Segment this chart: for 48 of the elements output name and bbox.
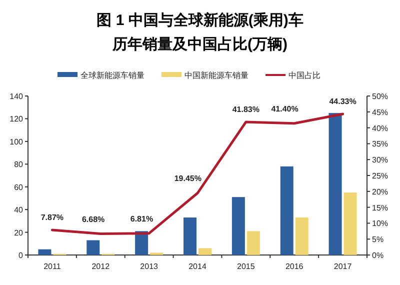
x-tick-label: 2012 [92, 262, 110, 271]
y2-tick-label: 40% [372, 124, 388, 133]
y2-tick-label: 25% [372, 172, 388, 180]
y2-tick-label: 10% [372, 219, 388, 228]
data-label: 44.33% [329, 97, 356, 106]
bar [280, 166, 294, 255]
legend-label: 中国占比 [288, 71, 320, 80]
x-tick-label: 2017 [334, 262, 352, 271]
legend-label: 全球新能源车销量 [80, 71, 144, 80]
chart-title: 图 1 中国与全球新能源(乘用)车 [96, 11, 304, 29]
y-tick-label: 100 [10, 137, 24, 146]
legend-label: 中国新能源车销量 [184, 71, 248, 80]
bar [198, 248, 212, 255]
y2-tick-label: 35% [372, 140, 388, 149]
y2-tick-label: 0% [372, 251, 384, 260]
y2-tick-label: 45% [372, 108, 388, 117]
bar [295, 218, 308, 255]
data-label: 6.68% [82, 214, 105, 224]
bar [328, 113, 342, 255]
x-tick-label: 2015 [237, 262, 256, 271]
y-tick-label: 80 [14, 160, 24, 170]
y-tick-label: 20 [14, 228, 24, 238]
x-tick-label: 2013 [140, 262, 159, 271]
data-label: 41.83% [232, 104, 260, 114]
data-label: 19.45% [174, 174, 202, 184]
y-tick-label: 40 [14, 206, 24, 215]
bar [86, 240, 100, 255]
y-tick-label: 60 [14, 182, 24, 192]
y-tick-label: 120 [10, 114, 24, 124]
bar [38, 249, 52, 255]
data-label: 6.81% [130, 214, 154, 224]
y2-tick-label: 5% [372, 235, 384, 244]
bar [246, 231, 260, 255]
chart-subtitle: 历年销量及中国占比(万辆) [112, 36, 288, 53]
data-label: 7.87% [40, 212, 64, 222]
x-tick-label: 2011 [44, 262, 62, 271]
y2-tick-label: 30% [372, 156, 388, 165]
data-label: 41.40% [271, 104, 298, 114]
y2-tick-label: 50% [372, 92, 388, 101]
x-tick-label: 2016 [285, 262, 304, 271]
bar [344, 192, 357, 255]
y2-tick-label: 20% [372, 187, 388, 196]
y-tick-label: 140 [10, 92, 24, 101]
bar [232, 197, 245, 255]
y-tick-label: 0 [18, 251, 24, 260]
bar [184, 218, 196, 255]
x-tick-label: 2014 [188, 262, 207, 271]
y2-tick-label: 15% [372, 203, 388, 212]
